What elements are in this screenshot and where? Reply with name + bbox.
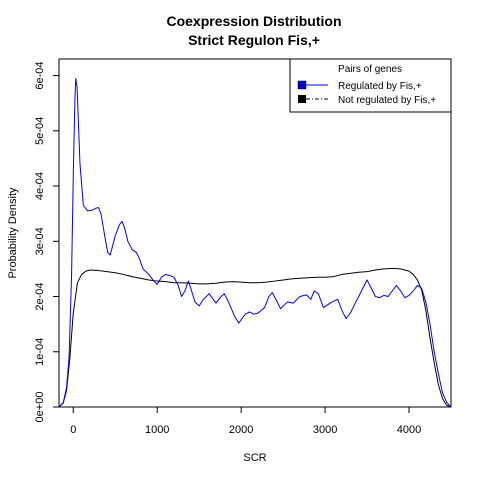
- series-line-regulated: [58, 77, 452, 408]
- y-tick-label: 0e+00: [34, 392, 46, 423]
- y-axis: 0e+00 1e-04 2e-04 3e-04 4e-04 5e-04 6e-04: [34, 62, 59, 423]
- series-line-not-regulated: [58, 267, 452, 408]
- x-tick-label: 2000: [229, 424, 253, 436]
- x-tick-label: 1000: [145, 424, 169, 436]
- x-axis-label: SCR: [243, 452, 266, 464]
- y-tick-label: 4e-04: [34, 172, 46, 200]
- legend-entry-regulated: Regulated by Fis,+: [338, 81, 422, 92]
- legend-swatch-not-regulated: [298, 95, 306, 103]
- y-tick-label: 5e-04: [34, 117, 46, 145]
- y-tick-label: 1e-04: [34, 338, 46, 366]
- y-axis-label: Probability Density: [7, 187, 19, 279]
- chart-title: Coexpression Distribution: [166, 13, 341, 29]
- legend-title: Pairs of genes: [338, 64, 402, 75]
- legend: Pairs of genes Regulated by Fis,+ Not re…: [289, 58, 452, 113]
- y-tick-label: 6e-04: [34, 62, 46, 90]
- x-tick-label: 4000: [397, 424, 421, 436]
- y-tick-label: 3e-04: [34, 227, 46, 255]
- y-tick-label: 2e-04: [34, 282, 46, 310]
- x-tick-label: 3000: [313, 424, 337, 436]
- chart-subtitle: Strict Regulon Fis,+: [188, 32, 320, 48]
- legend-swatch-regulated: [297, 80, 307, 90]
- series-lines: [58, 77, 452, 408]
- x-tick-label: 0: [70, 424, 76, 436]
- legend-entry-not-regulated: Not regulated by Fis,+: [338, 95, 436, 106]
- x-axis: 0 1000 2000 3000 4000: [70, 407, 421, 436]
- plot-area-frame: [58, 58, 452, 408]
